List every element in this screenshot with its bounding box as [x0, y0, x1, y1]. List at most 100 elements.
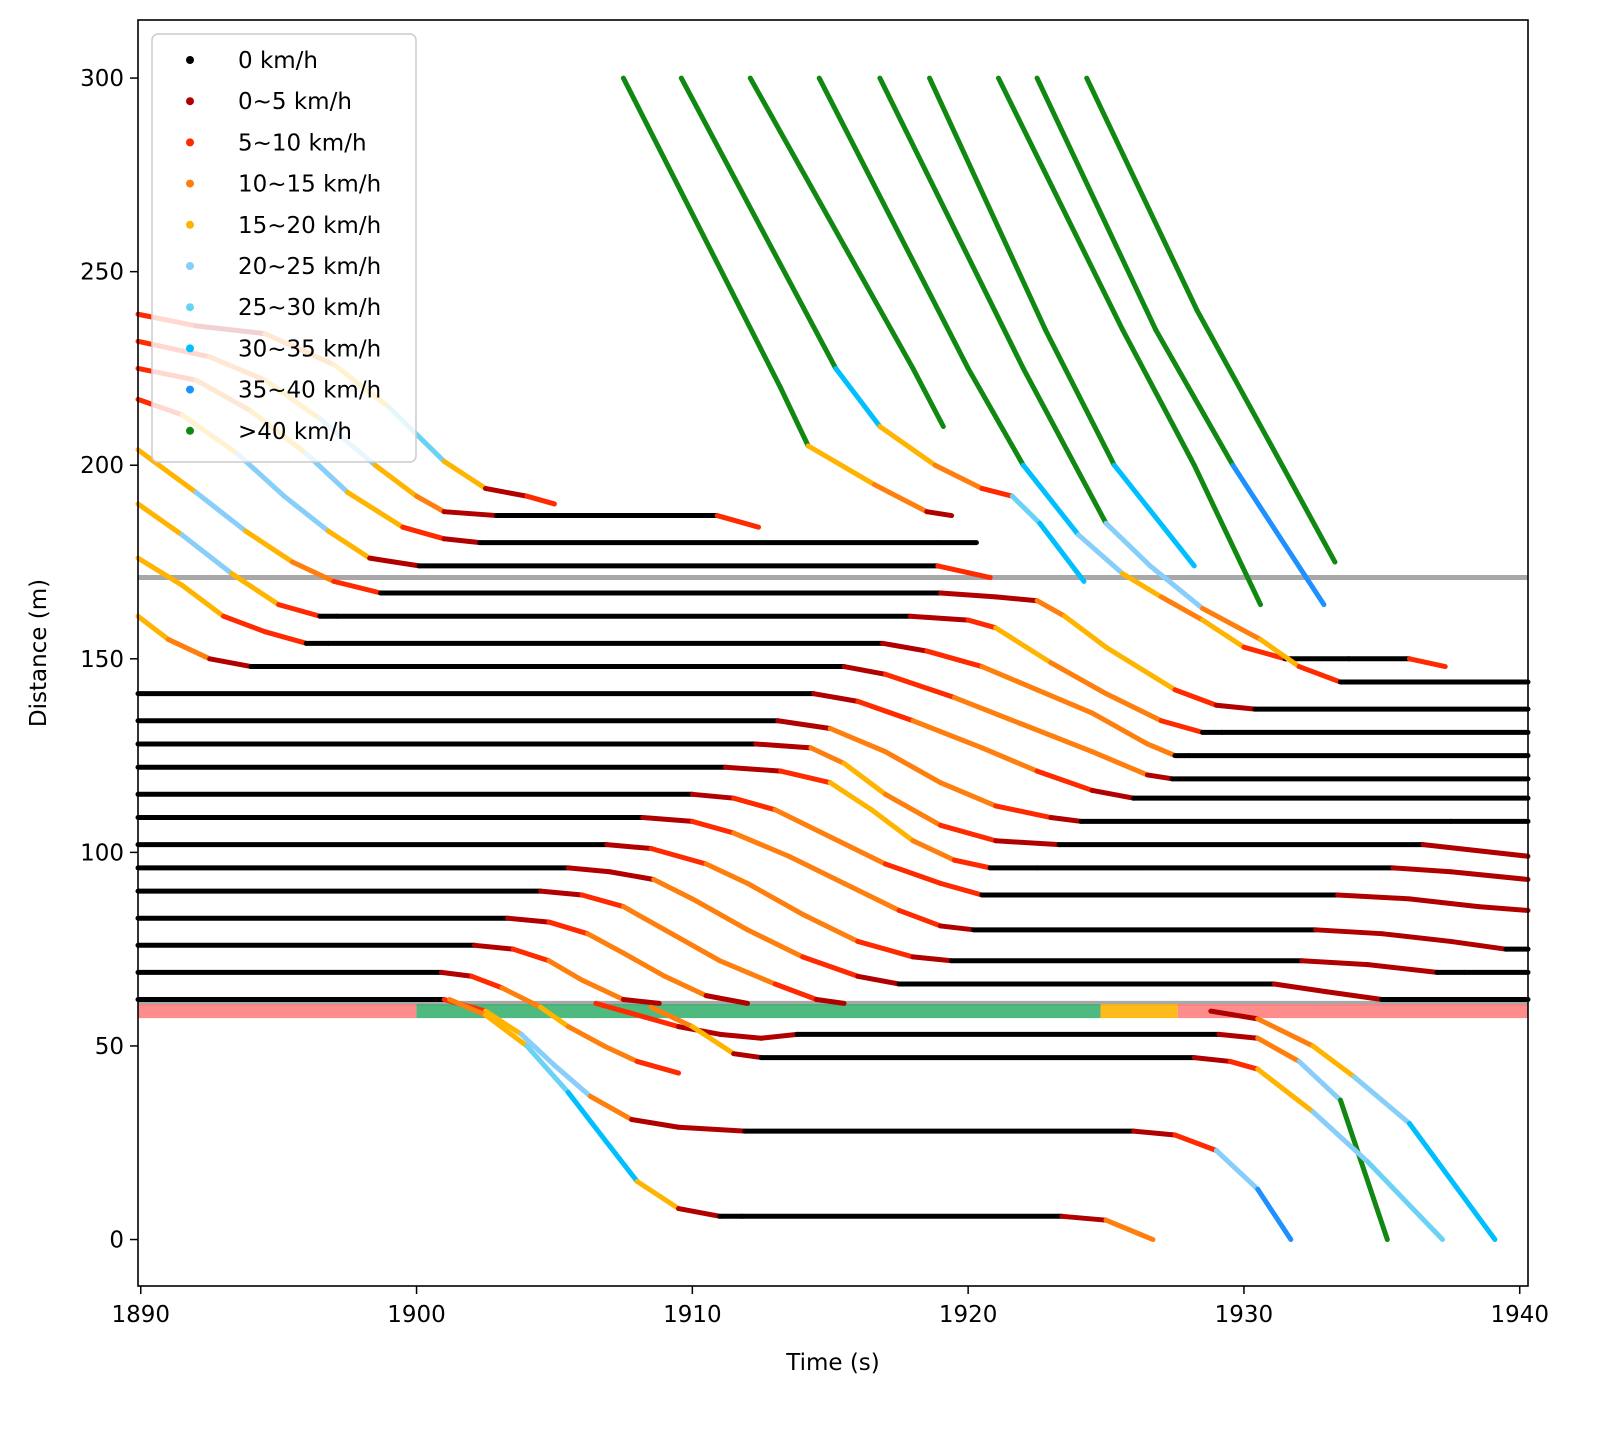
- trajectory-segment: [441, 509, 500, 519]
- trajectory-segment: [907, 613, 971, 623]
- trajectory-segment: [1255, 1016, 1316, 1049]
- trajectory-segment: [518, 1031, 557, 1068]
- trajectory-segment: [1271, 981, 1330, 995]
- trajectory-segment: [979, 664, 1040, 693]
- trajectory-segment: [601, 1043, 640, 1064]
- trajectory-segment: [703, 993, 751, 1006]
- trajectory-approaching-9: [1084, 75, 1338, 565]
- trajectory-segment: [676, 1124, 748, 1134]
- trajectory-segment: [634, 1012, 682, 1030]
- trajectory-segment: [1310, 1109, 1371, 1165]
- trajectory-queue-17: [135, 888, 847, 1006]
- trajectory-segment: [927, 75, 1048, 333]
- trajectory-segment: [1158, 594, 1206, 623]
- trajectory-queue-6: [135, 501, 1531, 735]
- trajectory-segment: [855, 973, 902, 987]
- trajectory-segment: [1227, 1058, 1261, 1072]
- trajectory-segment: [910, 838, 957, 863]
- trajectory-segment: [1009, 493, 1043, 526]
- trajectory-segment: [620, 997, 662, 1006]
- signal-segment-3: [1100, 1004, 1178, 1019]
- trajectory-segment: [816, 75, 971, 371]
- trajectory-segment: [778, 385, 811, 449]
- trajectory-segment: [882, 861, 944, 886]
- trajectory-segment: [546, 958, 585, 983]
- trajectory-segment: [1153, 327, 1236, 468]
- trajectory-segment: [753, 741, 814, 751]
- trajectory-segment: [1194, 307, 1275, 449]
- trajectory-segment: [367, 555, 422, 569]
- trajectory-segment: [993, 803, 1054, 821]
- trajectory-segment: [1089, 787, 1137, 801]
- trajectory-segment: [1213, 702, 1258, 712]
- trajectory-segment: [1144, 741, 1178, 759]
- trajectory-segment: [1448, 938, 1509, 952]
- trajectory-segment: [662, 927, 723, 964]
- trajectory-segment: [651, 876, 695, 902]
- trajectory-segment: [1337, 1097, 1390, 1243]
- trajectory-segment: [229, 571, 282, 608]
- trajectory-segment: [1390, 865, 1454, 875]
- legend-label: 5~10 km/h: [238, 130, 367, 156]
- trajectory-segment: [910, 954, 955, 964]
- trajectory-segment: [871, 482, 930, 515]
- vehicle-trajectories: [135, 75, 1531, 1243]
- trajectory-segment: [745, 927, 806, 960]
- trajectory-segment: [1034, 75, 1159, 333]
- trajectory-segment: [1448, 869, 1531, 882]
- trajectory-segment: [993, 838, 1062, 848]
- trajectory-segment: [179, 582, 226, 619]
- trajectory-segment: [179, 532, 235, 577]
- legend-marker: [186, 303, 194, 312]
- trajectory-segment: [1406, 656, 1448, 670]
- trajectory-segment: [1216, 1031, 1261, 1041]
- trajectory-segment: [1313, 927, 1385, 937]
- trajectory-segment: [469, 973, 505, 991]
- trajectory-queue-7: [135, 555, 1531, 759]
- trajectory-segment: [717, 958, 778, 987]
- trajectory-segment: [689, 818, 737, 836]
- trajectory-segment: [620, 904, 668, 933]
- trajectory-segment: [1111, 462, 1197, 569]
- legend: 0 km/h 0~5 km/h 5~10 km/h 10~15 km/h 15~20 k…: [151, 33, 417, 463]
- trajectory-segment: [620, 75, 784, 391]
- trajectory-queue-16: [135, 865, 1531, 1003]
- trajectory-segment: [1034, 768, 1095, 793]
- trajectory-segment: [1241, 644, 1288, 662]
- trajectory-segment: [565, 1024, 607, 1049]
- trajectory-segment: [1310, 1043, 1357, 1080]
- trajectory-segment: [1269, 443, 1338, 565]
- legend-marker: [186, 138, 194, 147]
- trajectory-segment: [882, 791, 944, 828]
- trajectory-segment: [438, 969, 475, 979]
- y-tick-label: 300: [80, 66, 124, 92]
- y-tick-label: 250: [80, 260, 124, 286]
- trajectory-segment: [193, 489, 249, 534]
- trajectory-segment: [331, 578, 384, 596]
- trajectory-segment: [896, 907, 944, 929]
- trajectory-segment: [882, 749, 944, 786]
- trajectory-segment: [207, 656, 254, 670]
- trajectory-segment: [678, 75, 839, 371]
- trajectory-queue-5: [135, 447, 1531, 712]
- trajectory-segment: [1120, 327, 1197, 468]
- trajectory-segment: [1191, 462, 1263, 608]
- x-tick-label: 1910: [663, 1302, 722, 1328]
- signal-segment-2: [416, 1004, 1101, 1019]
- trajectory-segment: [1299, 958, 1371, 968]
- trajectory-segment: [135, 613, 171, 642]
- trajectory-segment: [601, 1136, 640, 1184]
- trajectory-segment: [1020, 722, 1095, 755]
- signal-segment-4: [1177, 1004, 1528, 1019]
- trajectory-segment: [855, 698, 916, 724]
- trajectory-segment: [1144, 772, 1175, 782]
- trajectory-segment: [882, 671, 957, 701]
- trajectory-segment: [722, 764, 784, 774]
- trajectory-segment: [855, 938, 916, 960]
- trajectory-segment: [924, 509, 955, 519]
- trajectory-segment: [938, 780, 999, 809]
- trajectory-segment: [1062, 613, 1109, 650]
- trajectory-segment: [325, 528, 373, 561]
- trajectory-segment: [579, 977, 626, 1003]
